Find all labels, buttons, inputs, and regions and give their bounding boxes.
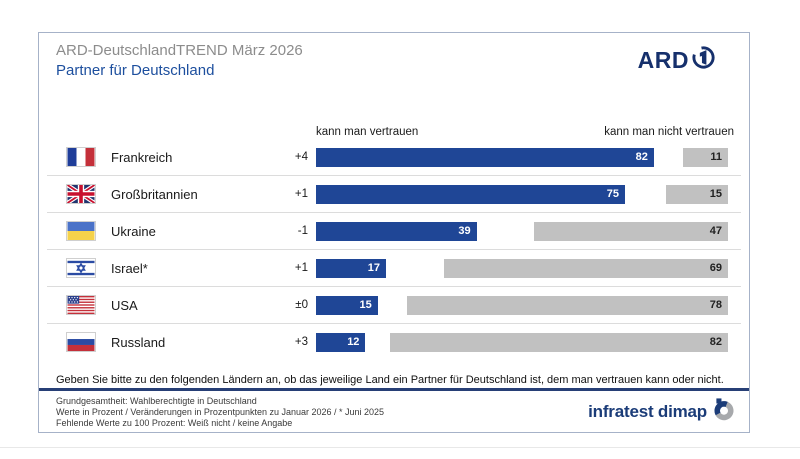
table-row: USA ±0 15 78 [39, 287, 749, 324]
bar-track: 17 69 [316, 259, 728, 278]
ard-circle-one-icon [690, 44, 717, 76]
country-label: Großbritannien [111, 187, 198, 202]
no-trust-bar: 69 [443, 259, 728, 278]
change-value: -1 [297, 225, 308, 237]
table-row: Israel* +1 17 69 [39, 250, 749, 287]
trust-bar: 39 [316, 222, 477, 241]
footnotes: Grundgesamtheit: Wahlberechtigte in Deut… [56, 396, 384, 429]
bar-track: 75 15 [316, 185, 728, 204]
column-headers: kann man vertrauen kann man nicht vertra… [39, 126, 749, 140]
trust-bar: 12 [316, 333, 366, 352]
ard-logo-text: ARD [637, 46, 689, 73]
table-row: Frankreich +4 82 11 [39, 139, 749, 176]
trust-bar: 82 [316, 148, 654, 167]
trust-column-header: kann man vertrauen [316, 126, 419, 138]
table-row: Ukraine -1 39 47 [39, 213, 749, 250]
country-flag-icon [66, 332, 96, 352]
country-label: Israel* [111, 261, 148, 276]
change-value: +1 [294, 262, 308, 274]
country-flag-icon [66, 258, 96, 278]
no-trust-bar: 47 [534, 222, 728, 241]
no-trust-column-header: kann man nicht vertrauen [604, 126, 734, 138]
infratest-dimap-logo: infratest dimap [588, 391, 735, 432]
chart-card: ARD-DeutschlandTREND März 2026 Partner f… [38, 32, 750, 433]
trust-bar: 15 [316, 296, 378, 315]
infratest-dimap-text: infratest dimap [588, 401, 707, 421]
no-trust-value: 11 [710, 151, 722, 163]
survey-question: Geben Sie bitte zu den folgenden Ländern… [56, 374, 724, 386]
trust-value: 17 [367, 262, 381, 274]
ard-logo: ARD [638, 44, 717, 76]
change-value: +4 [294, 151, 308, 163]
trust-value: 39 [458, 225, 471, 237]
infratest-dimap-mark-icon [713, 397, 735, 426]
country-flag-icon [66, 295, 96, 315]
trust-bar: 17 [316, 259, 387, 278]
country-flag-icon [66, 147, 96, 167]
change-value: +1 [294, 188, 308, 200]
bar-track: 15 78 [316, 296, 728, 315]
no-trust-value: 78 [709, 299, 722, 311]
footnote-line: Werte in Prozent / Veränderungen in Proz… [56, 407, 385, 417]
bar-track: 12 82 [316, 333, 728, 352]
divider-rule [39, 388, 749, 391]
change-value: ±0 [295, 299, 308, 311]
no-trust-value: 69 [709, 262, 722, 274]
change-value: +3 [294, 336, 308, 348]
no-trust-value: 82 [709, 336, 722, 348]
no-trust-bar: 78 [406, 296, 728, 315]
bar-track: 39 47 [316, 222, 728, 241]
no-trust-bar: 15 [666, 185, 728, 204]
trust-value: 82 [635, 151, 648, 163]
country-label: Frankreich [111, 150, 173, 165]
country-flag-icon [66, 221, 96, 241]
trust-value: 12 [347, 336, 360, 348]
footer: Grundgesamtheit: Wahlberechtigte in Deut… [39, 391, 749, 432]
trust-value: 15 [359, 299, 372, 311]
rows: Frankreich +4 82 11 Großbritannien +1 75… [39, 139, 749, 361]
country-label: Ukraine [111, 224, 156, 239]
no-trust-bar: 82 [390, 333, 728, 352]
bar-track: 82 11 [316, 148, 728, 167]
trust-value: 75 [606, 188, 619, 200]
country-label: USA [111, 298, 138, 313]
footnote-line: Fehlende Werte zu 100 Prozent: Weiß nich… [56, 418, 293, 428]
title-block: ARD-DeutschlandTREND März 2026 Partner f… [56, 41, 303, 81]
trust-bar: 75 [316, 185, 625, 204]
country-label: Russland [111, 335, 166, 350]
no-trust-value: 47 [709, 225, 722, 237]
no-trust-bar: 11 [682, 148, 728, 167]
table-row: Großbritannien +1 75 15 [39, 176, 749, 213]
page-title: ARD-DeutschlandTREND März 2026 [56, 42, 303, 59]
window-edge-line [0, 447, 800, 448]
page-subtitle: Partner für Deutschland [56, 62, 215, 79]
country-flag-icon [66, 184, 96, 204]
table-row: Russland +3 12 82 [39, 324, 749, 361]
footnote-line: Grundgesamtheit: Wahlberechtigte in Deut… [56, 396, 257, 406]
no-trust-value: 15 [709, 188, 722, 200]
